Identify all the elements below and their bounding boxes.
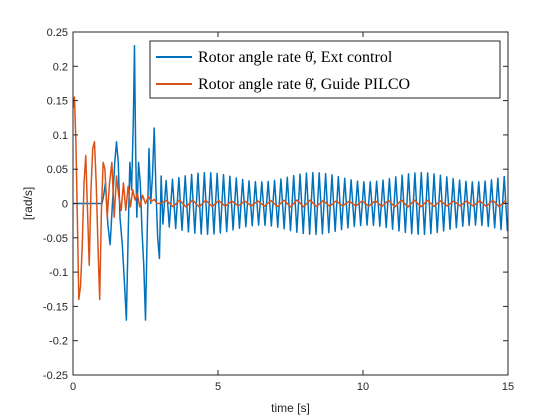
y-axis-title: [rad/s] [21,187,35,220]
x-axis-title: time [s] [271,401,310,415]
y-tick-label: -0.1 [49,267,68,279]
x-tick-label: 15 [502,381,514,393]
series-layer [72,44,509,321]
y-tick-label: 0.25 [47,27,68,39]
y-tick-label: 0.05 [47,164,68,176]
series-line-ext-control [73,44,509,321]
y-tick-label: 0.1 [53,130,68,142]
y-tick-label: -0.25 [43,370,68,382]
x-tick-label: 0 [70,381,76,393]
legend: Rotor angle rate θ̇, Ext control Rotor a… [149,40,501,99]
y-tick-label: 0 [62,199,68,211]
legend-label-guide-pilco: Rotor angle rate θ̇, Guide PILCO [198,76,410,93]
x-tick-label: 5 [215,381,221,393]
y-tick-label: -0.05 [43,233,68,245]
y-tick-label: 0.2 [53,61,68,73]
legend-label-ext-control: Rotor angle rate θ̇, Ext control [198,49,393,66]
legend-box [149,40,501,99]
tick-layer: 0 5 10 15 -0.25 -0.2 -0.15 -0.1 -0.05 0 0.05 0.1 0.1… [43,27,514,393]
y-tick-label: -0.15 [43,301,68,313]
x-tick-label: 10 [357,381,369,393]
y-tick-label: -0.2 [49,336,68,348]
series-line-guide-pilco [72,96,507,301]
y-tick-label: 0.15 [47,96,68,108]
